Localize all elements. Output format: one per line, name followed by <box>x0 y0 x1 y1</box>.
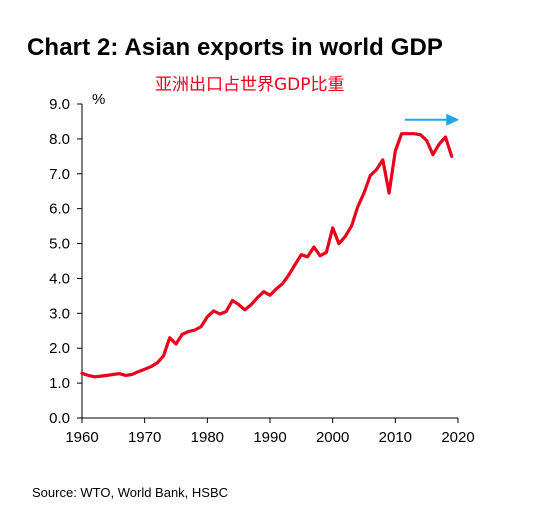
x-tick-label: 1980 <box>191 429 224 446</box>
y-tick-label: 7.0 <box>49 166 70 183</box>
y-tick-label: 1.0 <box>49 375 70 392</box>
y-tick-label: 9.0 <box>49 96 70 113</box>
x-tick-label: 2020 <box>441 429 474 446</box>
y-tick-label: 3.0 <box>49 305 70 322</box>
y-axis-ticks: 0.0 1.0 2.0 3.0 4.0 5.0 6.0 7.0 8.0 9.0 <box>49 96 82 427</box>
x-tick-label: 1970 <box>128 429 161 446</box>
y-tick-label: 5.0 <box>49 236 70 253</box>
annotation-group <box>404 113 460 126</box>
y-axis-unit-label: % <box>92 91 105 108</box>
y-tick-label: 0.0 <box>49 410 70 427</box>
series-line <box>80 132 454 379</box>
x-tick-label: 1990 <box>253 429 286 446</box>
x-axis-ticks: 1960 1970 1980 1990 2000 2010 2020 <box>65 418 475 446</box>
series-group <box>80 132 454 379</box>
annotation-arrow-head <box>446 113 460 126</box>
y-tick-label: 4.0 <box>49 270 70 287</box>
x-tick-label: 1960 <box>65 429 98 446</box>
y-tick-label: 8.0 <box>49 131 70 148</box>
x-tick-label: 2010 <box>379 429 412 446</box>
y-tick-label: 2.0 <box>49 340 70 357</box>
chart-title: Chart 2: Asian exports in world GDP <box>27 34 444 61</box>
chart-source: Source: WTO, World Bank, HSBC <box>32 485 229 500</box>
y-tick-label: 6.0 <box>49 201 70 218</box>
chart-subtitle: 亚洲出口占世界GDP比重 <box>155 75 345 95</box>
x-tick-label: 2000 <box>316 429 349 446</box>
